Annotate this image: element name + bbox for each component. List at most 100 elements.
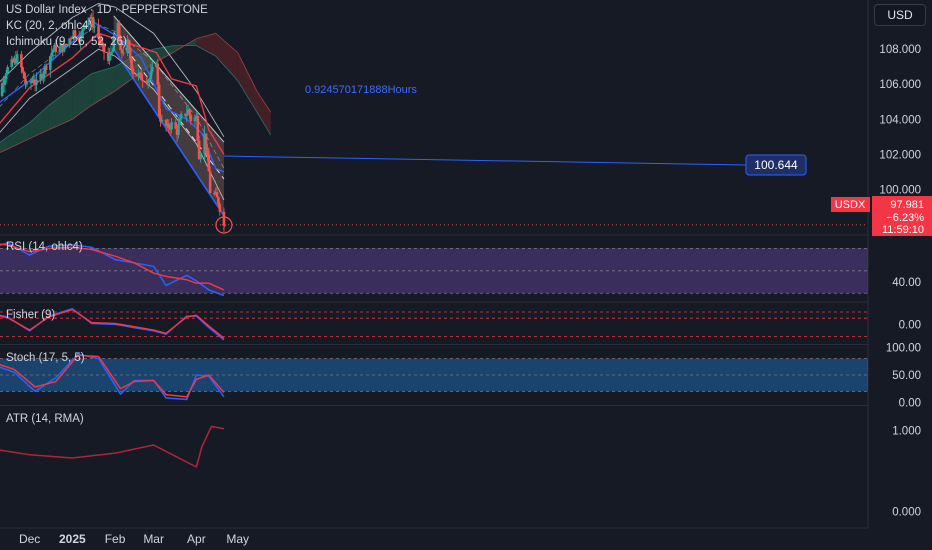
candle-body [160,119,164,122]
y-tick-label: 1.000 [892,425,921,437]
currency-button[interactable]: USD [874,4,926,26]
y-tick-label: 40.00 [892,277,921,289]
series-line-primary [0,241,225,297]
candle-body [21,67,25,72]
candle-body [32,79,36,84]
candle-body [54,45,58,53]
candle-body [207,154,211,172]
kc-legend[interactable]: KC (20, 2, ohlc4) [6,20,93,32]
candle-body [206,150,209,155]
candle-body [106,52,110,61]
candle-body [141,79,144,82]
candle-body [215,192,219,198]
candle-body [51,49,55,53]
kc-lower-line [0,48,225,201]
candle-body [98,38,102,43]
candle-body [50,52,53,57]
candle-body [13,58,16,63]
candle-body [35,79,38,85]
ichimoku-cloud-segment [7,122,30,150]
candle-body [156,63,160,85]
candle-body [15,54,19,64]
candle-body [177,124,180,135]
candle-body [174,122,178,129]
fisher-legend[interactable]: Fisher (9) [6,309,56,321]
ichimoku-legend[interactable]: Ichimoku (9, 26, 52, 26) [6,36,127,48]
candle-body [39,73,42,80]
candle-body [214,192,217,194]
series-line-signal [0,243,225,291]
y-tick-label: 50.00 [892,370,921,382]
price-badge [872,196,932,236]
candle-body [0,83,4,97]
ichimoku-cloud-segment [196,33,216,57]
price-change: −6.23% [886,212,924,224]
candle-body [111,51,114,53]
ichimoku-cloud-segment [237,52,258,113]
candle-body [91,17,95,28]
x-tick-label: 2025 [59,532,86,546]
candle-body [68,38,71,46]
series-line-primary [0,353,225,401]
y-tick-label: 0.00 [899,397,921,409]
candle-body [61,44,65,52]
candle-body [77,36,81,42]
candle-body [53,45,56,50]
atr-legend[interactable]: ATR (14, RMA) [6,413,84,425]
y-tick-label: 100.00 [886,343,921,355]
candle-body [2,83,5,86]
ichimoku-cloud-segment [91,66,116,106]
rsi-legend[interactable]: RSI (14, ohlc4) [6,241,83,253]
panel-grid [0,0,869,529]
ichimoku-cloud-segment [29,105,49,139]
target-label: 100.644 [754,158,798,172]
candle-body [99,42,103,44]
candle-body [135,74,139,77]
candle-body [189,115,193,122]
candle-body [122,52,125,54]
symbol-label: USDX [835,199,866,211]
candle-body [29,81,33,84]
candle-body [178,118,182,125]
candle-body [6,66,9,74]
candle-body [80,30,84,37]
candle-body [31,79,34,82]
chart-title: US Dollar Index · 1D · PEPPERSTONE [6,4,208,16]
candle-body [196,115,200,141]
candle-body [25,83,29,85]
series-line-signal [0,308,225,339]
kc-middle-line [0,24,225,169]
candle-body [193,117,197,122]
candle-body [90,17,93,19]
candle-body [82,28,85,31]
candle-body [44,66,48,70]
candle-body [73,30,77,37]
x-tick-label: Apr [187,532,206,546]
candle-body [24,78,27,84]
candle-body [146,80,150,83]
lightning-icon [221,220,227,230]
candle-body [58,46,62,53]
band-fill [0,312,868,337]
candle-body [131,68,135,75]
candle-body [204,133,208,151]
candle-body [175,128,179,135]
y-tick-label: 104.000 [879,114,921,126]
candle-body [168,128,172,130]
price-panel: 0.924570171888Hours 100.644 [0,3,868,234]
candle-body [188,109,191,116]
candle-body [155,63,158,67]
candle-body [186,109,190,114]
candle-body [212,193,216,195]
ichimoku-cloud-segment [257,91,271,136]
candle-body [137,73,140,77]
candle-body [112,37,115,52]
stoch-legend[interactable]: Stoch (17, 5, 5) [6,352,85,364]
candle-body [199,153,202,160]
candle-body [3,79,7,86]
y-tick-label: 102.000 [879,149,921,161]
candle-body [62,44,66,52]
symbol-badge [831,197,870,212]
candle-body [166,123,169,126]
